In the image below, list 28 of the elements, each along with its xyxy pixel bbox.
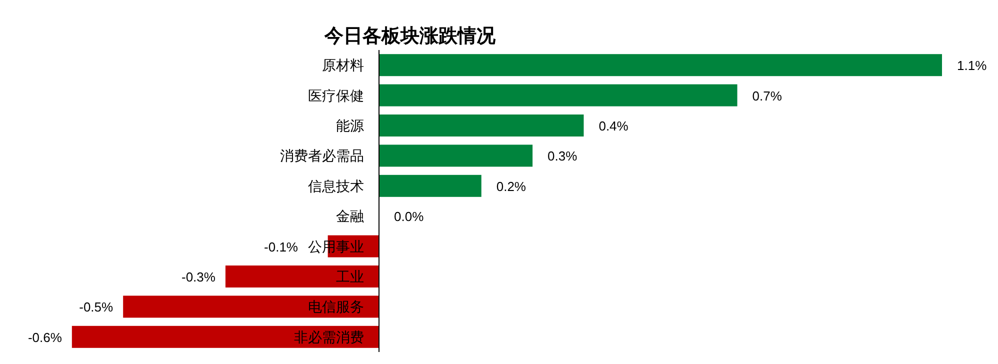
- chart-title: 今日各板块涨跌情况: [324, 25, 496, 47]
- y-tick-label: 非必需消费: [294, 328, 364, 345]
- y-tick-label: 原材料: [322, 57, 364, 74]
- data-label: -0.1%: [264, 239, 298, 254]
- data-label: -0.3%: [181, 270, 216, 284]
- data-label: 0.3%: [548, 148, 578, 164]
- bar: [379, 54, 942, 76]
- data-label: -0.5%: [79, 300, 114, 315]
- y-tick-label: 能源: [336, 118, 364, 134]
- data-label: 0.0%: [394, 209, 424, 224]
- y-tick-label: 医疗保健: [308, 87, 364, 104]
- y-tick-label: 金融: [336, 208, 364, 224]
- bar: [123, 296, 379, 318]
- y-tick-label: 电信服务: [308, 298, 364, 315]
- data-label: 0.2%: [496, 178, 526, 194]
- bar: [72, 326, 379, 348]
- y-tick-label: 消费者必需品: [280, 148, 364, 164]
- data-label: -0.6%: [28, 330, 62, 345]
- data-label: 0.7%: [752, 88, 782, 104]
- data-label: 1.1%: [957, 58, 988, 74]
- bar: [379, 144, 533, 167]
- bar: [225, 266, 379, 288]
- y-tick-label: 信息技术: [308, 178, 364, 194]
- bar: [379, 174, 482, 197]
- bar: [379, 114, 584, 136]
- bar: [379, 84, 738, 106]
- y-tick-label: 工业: [336, 268, 364, 284]
- data-label: 0.4%: [598, 118, 629, 134]
